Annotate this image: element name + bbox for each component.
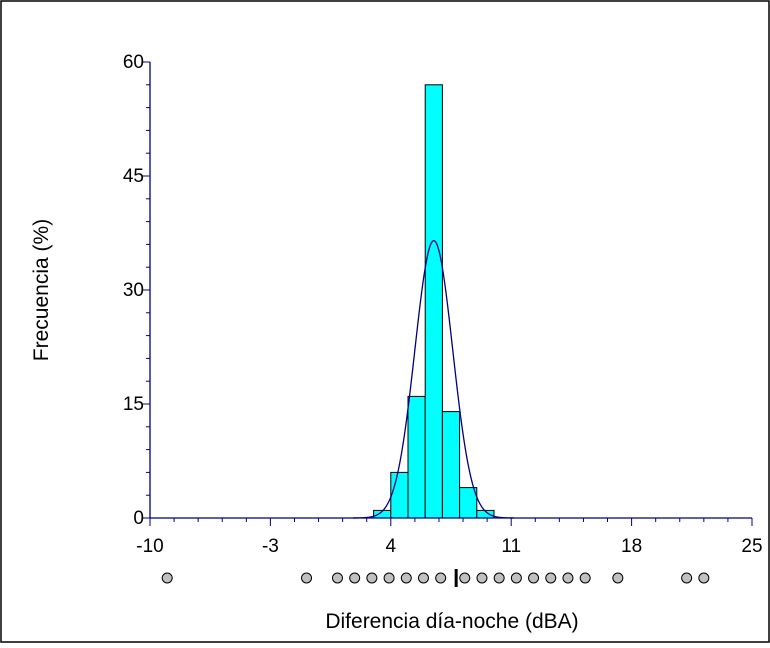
axes: -10 -3 4 11 18 25 0 15 30 45 60 xyxy=(123,52,763,557)
rug-point xyxy=(510,572,522,584)
rug-points xyxy=(161,569,710,587)
rug-point xyxy=(528,572,540,584)
rug-point xyxy=(417,572,429,584)
rug-point xyxy=(435,572,447,584)
y-tick-label: 0 xyxy=(133,508,144,529)
x-tick-label: 18 xyxy=(621,536,642,557)
x-tick-label: 25 xyxy=(741,536,762,557)
y-tick-label: 15 xyxy=(123,394,144,415)
histogram-bar xyxy=(390,471,409,519)
histogram-bar xyxy=(407,395,426,519)
x-tick-label: -10 xyxy=(136,536,163,557)
y-axis-label: Frecuencia (%) xyxy=(30,219,53,361)
x-axis-label: Diferencia día-noche (dBA) xyxy=(325,610,578,633)
rug-point xyxy=(459,572,471,584)
histogram-bar xyxy=(441,411,461,519)
rug-point xyxy=(331,572,343,584)
rug-point xyxy=(681,572,693,584)
rug-point xyxy=(493,572,505,584)
rug-point xyxy=(545,572,557,584)
fitted-curve xyxy=(352,239,514,519)
y-tick-label: 45 xyxy=(123,166,144,187)
rug-point xyxy=(612,572,624,584)
histogram-bar xyxy=(459,487,478,519)
rug-point xyxy=(366,572,378,584)
x-tick-label: 11 xyxy=(501,536,521,557)
rug-point xyxy=(383,572,395,584)
rug-point xyxy=(562,572,574,584)
rug-point xyxy=(476,572,488,584)
bars xyxy=(373,84,495,519)
rug-point xyxy=(161,572,173,584)
histogram-bar xyxy=(424,84,443,519)
rug-point xyxy=(579,572,591,584)
rug-point xyxy=(698,572,710,584)
y-tick-label: 60 xyxy=(123,52,144,73)
rug-point xyxy=(301,572,313,584)
rug-point xyxy=(400,572,412,584)
rug-point xyxy=(349,572,361,584)
y-tick-label: 30 xyxy=(123,280,144,301)
x-tick-label: 4 xyxy=(386,536,397,557)
x-tick-label: -3 xyxy=(262,536,279,557)
